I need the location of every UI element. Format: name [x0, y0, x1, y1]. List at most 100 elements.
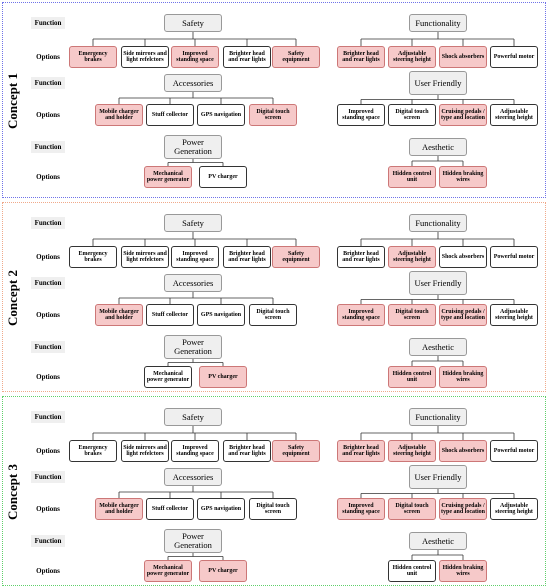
- function-box: Aesthetic: [409, 532, 467, 550]
- option-box: Shock absorbers: [439, 46, 487, 68]
- option-box: Side mirrors and light refelctors: [121, 440, 169, 462]
- row-label: Options: [36, 373, 60, 381]
- row-label: Options: [36, 253, 60, 261]
- function-box: Aesthetic: [409, 138, 467, 156]
- concept-panel: Concept 3 Function Options Function Options F…: [2, 396, 546, 586]
- function-box: Power Generation: [164, 335, 222, 359]
- option-box: Digital touch screen: [249, 498, 297, 520]
- row-label: Function: [31, 535, 65, 547]
- option-box: Cruising pedals / type and location: [439, 104, 487, 126]
- concept-panel: Concept 2 Function Options Function Options F…: [2, 202, 546, 392]
- option-box: Brighter head and rear lights: [223, 246, 271, 268]
- function-box: Accessories: [164, 74, 222, 92]
- concept-label: Concept 2: [5, 270, 20, 326]
- option-box: Mechanical power generator: [144, 366, 192, 388]
- option-box: Adjustable steering height: [490, 304, 538, 326]
- option-box: Cruising pedals / type and location: [439, 304, 487, 326]
- option-box: Mobile charger and holder: [95, 498, 143, 520]
- row-label: Options: [36, 505, 60, 513]
- option-box: Powerful motor: [490, 246, 538, 268]
- row-label: Function: [31, 77, 65, 89]
- option-box: Safety equipment: [272, 440, 320, 462]
- row-label: Function: [31, 471, 65, 483]
- function-box: Safety: [164, 14, 222, 32]
- row-label: Function: [31, 341, 65, 353]
- row-label: Options: [36, 567, 60, 575]
- option-box: Stuff collector: [146, 304, 194, 326]
- option-box: Digital touch screen: [388, 304, 436, 326]
- option-box: Improved standing space: [171, 46, 219, 68]
- option-box: Brighter head and rear lights: [223, 440, 271, 462]
- option-box: Hidden braking wires: [439, 560, 487, 582]
- connectors: [92, 232, 515, 366]
- option-box: Digital touch screen: [249, 104, 297, 126]
- option-box: Hidden control unit: [388, 366, 436, 388]
- function-box: Accessories: [164, 274, 222, 292]
- row-label: Options: [36, 53, 60, 61]
- function-box: Power Generation: [164, 529, 222, 553]
- option-box: Hidden control unit: [388, 560, 436, 582]
- function-box: User Friendly: [409, 71, 467, 95]
- row-label: Function: [31, 277, 65, 289]
- connectors: [92, 32, 515, 166]
- row-label: Options: [36, 311, 60, 319]
- function-box: Functionality: [409, 214, 467, 232]
- option-box: Improved standing space: [337, 304, 385, 326]
- option-box: GPS navigation: [197, 304, 245, 326]
- option-box: Stuff collector: [146, 104, 194, 126]
- option-box: Stuff collector: [146, 498, 194, 520]
- option-box: Safety equipment: [272, 46, 320, 68]
- option-box: Emergency brakes: [69, 46, 117, 68]
- option-box: Side mirrors and light refelctors: [121, 246, 169, 268]
- option-box: Improved standing space: [171, 246, 219, 268]
- option-box: Adjustable steering height: [490, 498, 538, 520]
- function-box: User Friendly: [409, 271, 467, 295]
- function-box: User Friendly: [409, 465, 467, 489]
- function-box: Accessories: [164, 468, 222, 486]
- function-box: Aesthetic: [409, 338, 467, 356]
- option-box: Adjustable steering height: [388, 46, 436, 68]
- option-box: Shock absorbers: [439, 440, 487, 462]
- option-box: Mobile charger and holder: [95, 304, 143, 326]
- row-label: Options: [36, 173, 60, 181]
- option-box: PV charger: [199, 166, 247, 188]
- option-box: Brighter head and rear lights: [223, 46, 271, 68]
- row-label: Options: [36, 447, 60, 455]
- option-box: Adjustable steering height: [490, 104, 538, 126]
- option-box: GPS navigation: [197, 104, 245, 126]
- option-box: Adjustable steering height: [388, 246, 436, 268]
- option-box: PV charger: [199, 366, 247, 388]
- option-box: Safety equipment: [272, 246, 320, 268]
- concept-label: Concept 1: [5, 73, 20, 129]
- row-label: Function: [31, 411, 65, 423]
- option-box: Shock absorbers: [439, 246, 487, 268]
- option-box: Digital touch screen: [388, 498, 436, 520]
- option-box: Hidden braking wires: [439, 366, 487, 388]
- option-box: Powerful motor: [490, 440, 538, 462]
- connectors: [92, 426, 515, 560]
- row-label: Function: [31, 141, 65, 153]
- option-box: Improved standing space: [337, 104, 385, 126]
- option-box: PV charger: [199, 560, 247, 582]
- option-box: Improved standing space: [171, 440, 219, 462]
- row-label: Function: [31, 217, 65, 229]
- option-box: Emergency brakes: [69, 246, 117, 268]
- function-box: Functionality: [409, 408, 467, 426]
- option-box: Brighter head and rear lights: [337, 246, 385, 268]
- option-box: Side mirrors and light refelctors: [121, 46, 169, 68]
- function-box: Functionality: [409, 14, 467, 32]
- option-box: Improved standing space: [337, 498, 385, 520]
- concept-label: Concept 3: [5, 464, 20, 520]
- function-box: Safety: [164, 214, 222, 232]
- option-box: Powerful motor: [490, 46, 538, 68]
- function-box: Power Generation: [164, 135, 222, 159]
- concept-panel: Concept 1 Function Options Function Options F…: [2, 2, 546, 198]
- option-box: Digital touch screen: [249, 304, 297, 326]
- row-label: Options: [36, 111, 60, 119]
- option-box: Hidden control unit: [388, 166, 436, 188]
- option-box: Mechanical power generator: [144, 560, 192, 582]
- option-box: Digital touch screen: [388, 104, 436, 126]
- function-box: Safety: [164, 408, 222, 426]
- option-box: Mechanical power generator: [144, 166, 192, 188]
